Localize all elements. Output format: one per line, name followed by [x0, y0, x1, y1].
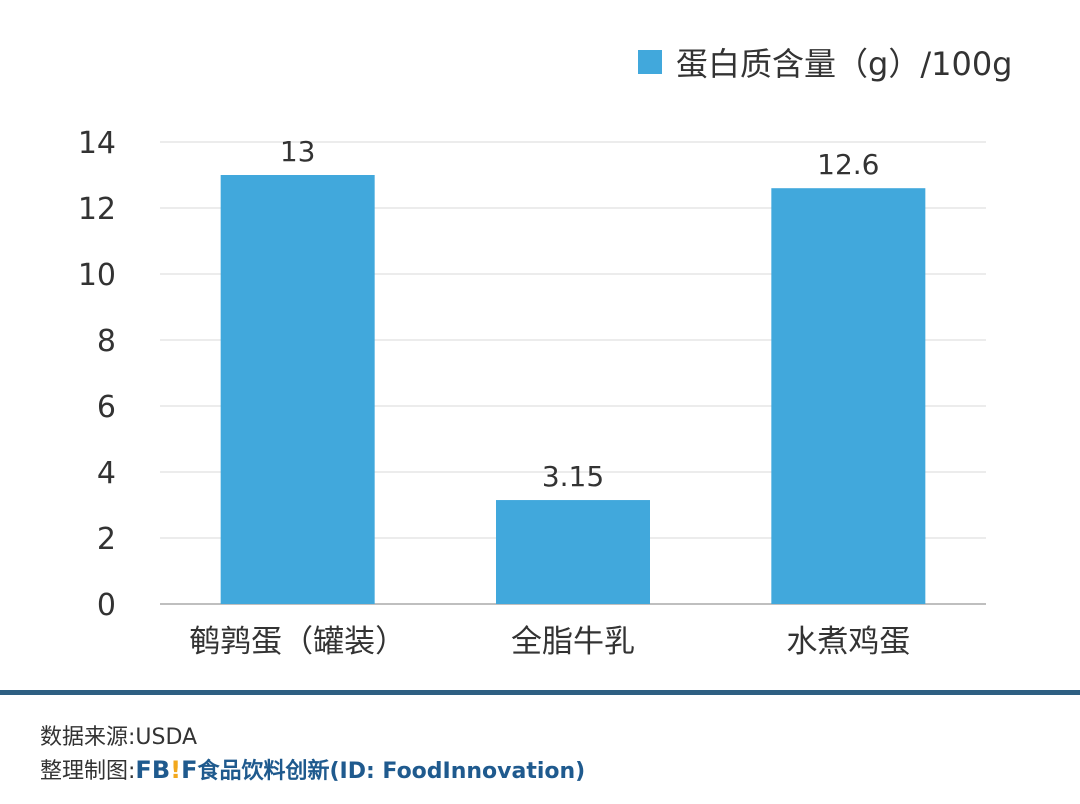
- value-label: 12.6: [817, 148, 879, 181]
- bar-chart: 0 2 4 6 8 10 12 14 13 3.15 12.6 鹌鹑蛋（罐装） 全脂牛乳 水煮鸡蛋: [78, 126, 986, 660]
- logo-bang: !: [170, 756, 182, 784]
- y-tick-label: 2: [97, 522, 116, 557]
- source-note: 数据来源:USDA: [40, 725, 198, 750]
- y-tick-label: 8: [97, 324, 116, 359]
- bars: [220, 175, 926, 604]
- y-tick-label: 4: [97, 456, 116, 491]
- logo-f: F: [181, 756, 198, 784]
- y-tick-label: 14: [78, 126, 116, 161]
- legend: 蛋白质含量（g）/100g: [638, 40, 1013, 84]
- legend-swatch: [638, 50, 662, 74]
- credit-line: 整理制图:FB!F食品饮料创新(ID: FoodInnovation): [40, 754, 585, 786]
- logo-fb: FB: [135, 756, 171, 784]
- fbif-logo: FB!F: [135, 756, 197, 784]
- brand-name: 食品饮料创新(ID: FoodInnovation): [197, 759, 586, 784]
- legend-label: 蛋白质含量（g）/100g: [676, 45, 1013, 83]
- y-tick-label: 12: [78, 192, 116, 227]
- bar: [220, 175, 375, 604]
- value-labels: 13 3.15 12.6: [280, 135, 880, 493]
- y-tick-label: 6: [97, 390, 116, 425]
- y-tick-label: 10: [78, 258, 116, 293]
- y-tick-label: 0: [97, 588, 116, 623]
- x-tick-label: 鹌鹑蛋（罐装）: [189, 624, 406, 660]
- credit-prefix: 整理制图:: [40, 759, 136, 784]
- footer: 数据来源:USDA 整理制图:FB!F食品饮料创新(ID: FoodInnova…: [40, 722, 585, 786]
- value-label: 13: [280, 135, 316, 168]
- x-tick-label: 水煮鸡蛋: [786, 624, 910, 660]
- bar: [496, 500, 650, 604]
- x-tick-label: 全脂牛乳: [511, 624, 635, 660]
- footer-divider: [0, 690, 1080, 695]
- value-label: 3.15: [542, 460, 604, 493]
- bar: [771, 188, 926, 604]
- y-axis-ticks: 0 2 4 6 8 10 12 14: [78, 126, 116, 623]
- x-axis-ticks: 鹌鹑蛋（罐装） 全脂牛乳 水煮鸡蛋: [189, 624, 910, 660]
